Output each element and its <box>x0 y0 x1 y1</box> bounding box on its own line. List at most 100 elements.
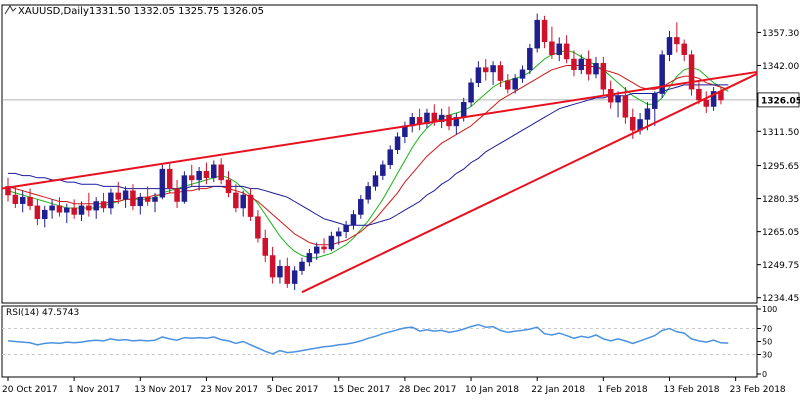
symbol-label: XAUUSD,Daily <box>18 6 89 17</box>
bullish-candle <box>710 91 717 107</box>
bearish-candle <box>696 88 702 101</box>
bearish-candle <box>571 58 577 71</box>
bearish-candle <box>5 186 11 196</box>
bullish-candle <box>394 136 401 150</box>
bullish-candle <box>306 253 313 263</box>
bearish-candle <box>144 196 151 202</box>
grid-layer <box>1 4 758 378</box>
bullish-candle <box>372 175 379 187</box>
bearish-candle <box>189 175 195 181</box>
bearish-candle <box>166 168 173 189</box>
axis-layer: 1357.30 1342.00 1311.50 1295.65 1280.35 1265.… <box>2 29 800 395</box>
bullish-candle <box>277 266 283 278</box>
bearish-candle <box>86 205 92 211</box>
bearish-candle <box>431 112 438 122</box>
bearish-candle <box>130 190 136 207</box>
bearish-candle <box>703 99 709 107</box>
bullish-candle <box>336 231 342 237</box>
bearish-candle <box>115 192 121 200</box>
bullish-candle <box>152 196 158 202</box>
rsi-axis-label: 0 <box>762 370 767 379</box>
bullish-candle <box>137 196 144 207</box>
bullish-candle <box>93 201 99 211</box>
support-trendline <box>301 72 758 294</box>
bullish-candle <box>615 95 621 103</box>
date-axis-label: 15 Dec 2017 <box>333 385 391 395</box>
bullish-candle <box>534 19 540 49</box>
bearish-candle <box>34 205 41 220</box>
price-axis-label: 1234.45 <box>762 294 799 304</box>
bearish-candle <box>585 58 592 75</box>
rsi-axis-label: 100 <box>762 305 777 314</box>
bearish-candle <box>247 194 254 217</box>
bearish-candle <box>622 95 629 118</box>
date-axis-label: 1 Feb 2018 <box>597 385 648 395</box>
date-axis-label: 1 Nov 2017 <box>68 385 120 395</box>
bearish-candle <box>174 188 180 202</box>
date-axis-label: 20 Oct 2017 <box>2 385 58 395</box>
bearish-candle <box>56 205 63 213</box>
bullish-candle <box>519 69 526 79</box>
current-price-tag <box>757 92 800 108</box>
bullish-candle <box>49 205 55 211</box>
bearish-candle <box>549 41 555 55</box>
price-axis-label: 1265.05 <box>762 228 799 238</box>
bullish-candle <box>659 54 665 94</box>
bearish-candle <box>27 196 33 207</box>
bearish-candle <box>71 207 77 215</box>
bullish-candle <box>328 235 335 250</box>
date-axis-label: 5 Dec 2017 <box>267 385 319 395</box>
bullish-candle <box>578 58 585 71</box>
bearish-candle <box>688 54 695 90</box>
trendline-layer <box>1 70 758 294</box>
price-panel-frame <box>1 4 758 304</box>
price-axis-label: 1311.50 <box>762 128 799 138</box>
bullish-candle <box>365 186 371 200</box>
bullish-candle <box>460 101 467 118</box>
candle-layer <box>5 13 724 291</box>
bullish-candle <box>490 65 496 73</box>
bearish-candle <box>262 237 268 256</box>
bullish-candle <box>299 261 305 271</box>
bullish-candle <box>358 199 364 215</box>
bearish-candle <box>225 179 232 194</box>
date-axis-label: 13 Nov 2017 <box>134 385 192 395</box>
bearish-candle <box>255 216 261 239</box>
rsi-line <box>7 323 729 355</box>
bearish-candle <box>203 171 210 179</box>
bullish-candle <box>380 164 386 176</box>
bullish-candle <box>196 171 202 181</box>
date-axis-label: 23 Feb 2018 <box>730 385 786 395</box>
rsi-title: RSI(14) 47.5743 <box>6 308 79 318</box>
ohlc-values: 1331.50 1332.05 1325.75 1326.05 <box>89 6 264 17</box>
bullish-candle <box>64 207 70 213</box>
bullish-candle <box>313 246 320 254</box>
bullish-candle <box>211 164 217 179</box>
bullish-candle <box>78 205 85 215</box>
current-price-label: 1326.05 <box>761 96 800 106</box>
price-axis-label: 1280.35 <box>762 195 799 205</box>
bullish-candle <box>240 194 246 209</box>
bullish-candle <box>512 78 518 90</box>
rsi-axis-label: 70 <box>762 325 772 334</box>
bullish-candle <box>666 37 673 55</box>
bullish-candle <box>593 63 599 75</box>
bearish-candle <box>321 246 327 250</box>
bearish-candle <box>541 19 548 42</box>
rsi-axis-label: 30 <box>762 351 772 360</box>
bearish-candle <box>284 266 291 284</box>
bullish-candle <box>387 149 393 166</box>
price-axis-label: 1295.65 <box>762 162 799 172</box>
bullish-candle <box>42 209 48 220</box>
bearish-candle <box>269 255 276 278</box>
date-axis-label: 22 Jan 2018 <box>531 385 585 395</box>
chart-type-icon <box>4 5 17 15</box>
bullish-candle <box>652 93 658 109</box>
bearish-candle <box>600 63 607 90</box>
bearish-candle <box>218 164 224 181</box>
bearish-candle <box>233 192 239 209</box>
price-axis-label: 1357.30 <box>762 29 799 39</box>
date-axis-label: 23 Nov 2017 <box>200 385 258 395</box>
